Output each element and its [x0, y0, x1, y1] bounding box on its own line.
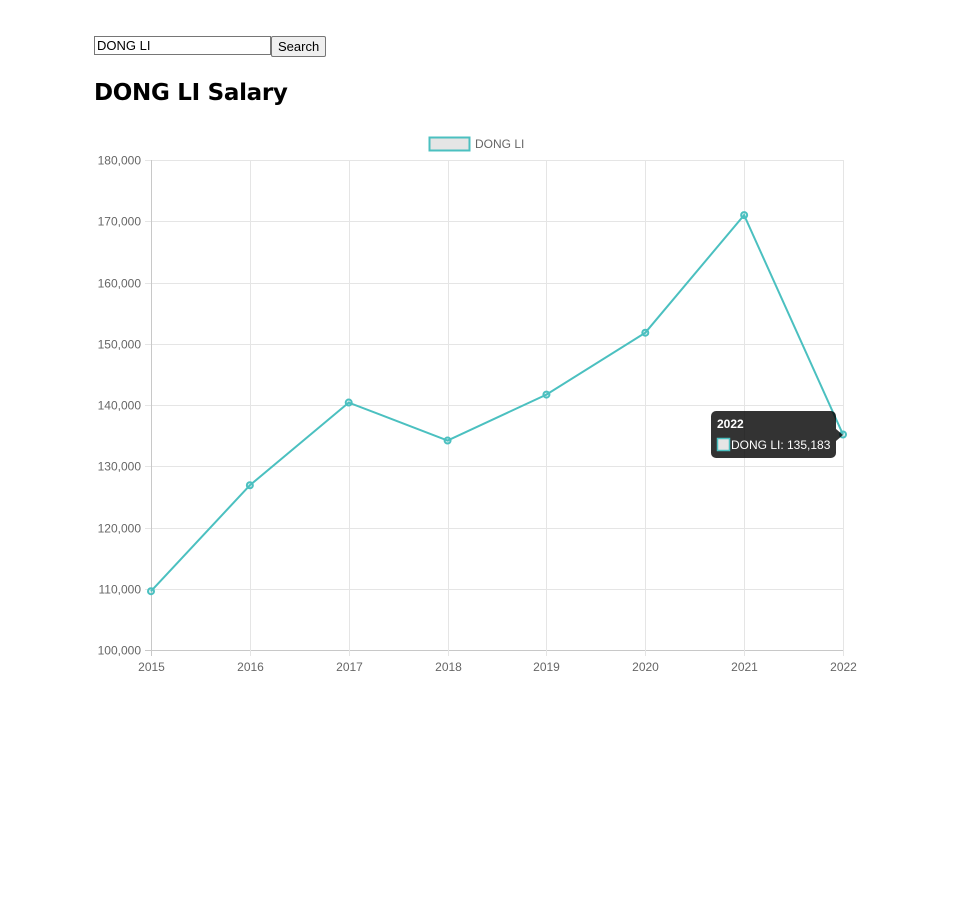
data-point[interactable] — [245, 481, 254, 490]
x-tick-label: 2019 — [533, 660, 560, 674]
y-axis-ticks: 180,000 170,000 160,000 150,000 140,000 130,0… — [98, 154, 142, 658]
y-tick-label: 130,000 — [98, 460, 142, 474]
data-point[interactable] — [740, 211, 749, 220]
x-axis-ticks: 2015 2016 2017 2018 2019 2020 2021 2022 — [138, 660, 857, 674]
data-point[interactable] — [443, 436, 452, 445]
legend[interactable]: DONG LI — [428, 136, 525, 152]
series-line-dong-li — [150, 213, 844, 592]
x-tick-label: 2017 — [336, 660, 363, 674]
y-tick-label: 110,000 — [99, 583, 142, 597]
x-tick-label: 2018 — [435, 660, 462, 674]
data-point[interactable] — [344, 398, 353, 407]
legend-label: DONG LI — [475, 137, 524, 151]
data-points — [147, 211, 847, 596]
tooltip-label: DONG LI: 135,183 — [731, 438, 831, 452]
tooltip-caret — [836, 429, 843, 441]
y-tick-label: 120,000 — [98, 522, 142, 536]
x-tick-label: 2021 — [731, 660, 758, 674]
data-point[interactable] — [147, 587, 155, 596]
tooltip-box — [711, 411, 836, 458]
search-input[interactable] — [94, 36, 271, 55]
page-title: DONG LI Salary — [94, 80, 288, 106]
x-tick-label: 2015 — [138, 660, 165, 674]
y-tick-label: 100,000 — [98, 644, 142, 658]
y-tick-label: 160,000 — [98, 277, 142, 291]
x-tick-label: 2022 — [830, 660, 857, 674]
tooltip: 2022 DONG LI: 135,183 — [711, 411, 843, 458]
y-tick-label: 170,000 — [98, 215, 142, 229]
tooltip-swatch — [716, 437, 731, 452]
search-bar: Search — [94, 36, 327, 57]
y-tick-label: 180,000 — [98, 154, 142, 168]
data-point[interactable] — [542, 390, 551, 399]
legend-swatch — [428, 136, 471, 152]
y-tick-label: 140,000 — [98, 399, 142, 413]
search-button[interactable]: Search — [271, 36, 327, 57]
tooltip-title: 2022 — [717, 417, 744, 431]
chart-grid — [145, 160, 844, 656]
x-tick-label: 2016 — [237, 660, 264, 674]
x-tick-label: 2020 — [632, 660, 659, 674]
y-tick-label: 150,000 — [98, 338, 142, 352]
data-point[interactable] — [641, 328, 650, 337]
